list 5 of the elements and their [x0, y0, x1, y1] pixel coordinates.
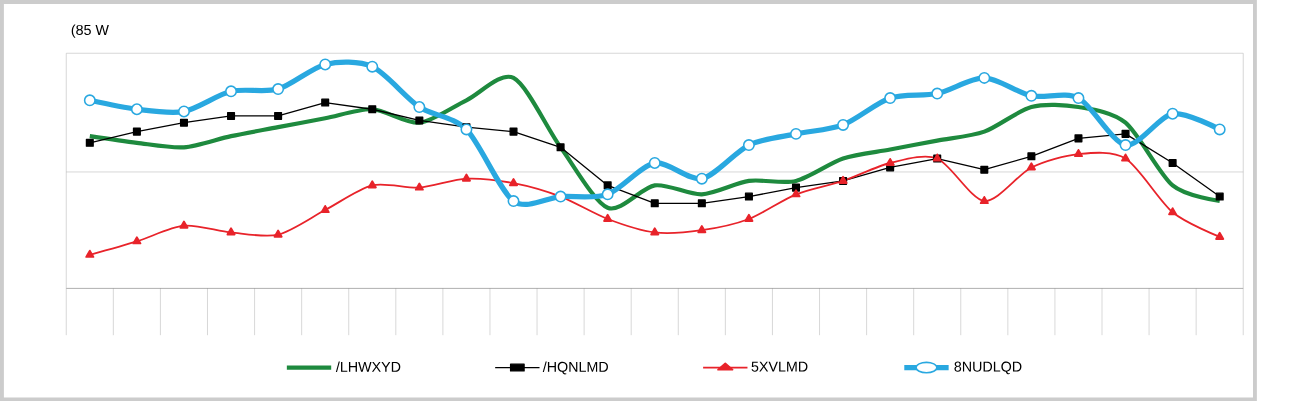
- legend-label: 8NUDLQD: [954, 361, 1022, 375]
- legend-label: /LHWXYD: [335, 361, 401, 372]
- legend-label: /HQNLMD: [542, 361, 608, 375]
- legend-label: 5XVLMD: [751, 361, 808, 372]
- chart-title: (85 W: [71, 24, 109, 38]
